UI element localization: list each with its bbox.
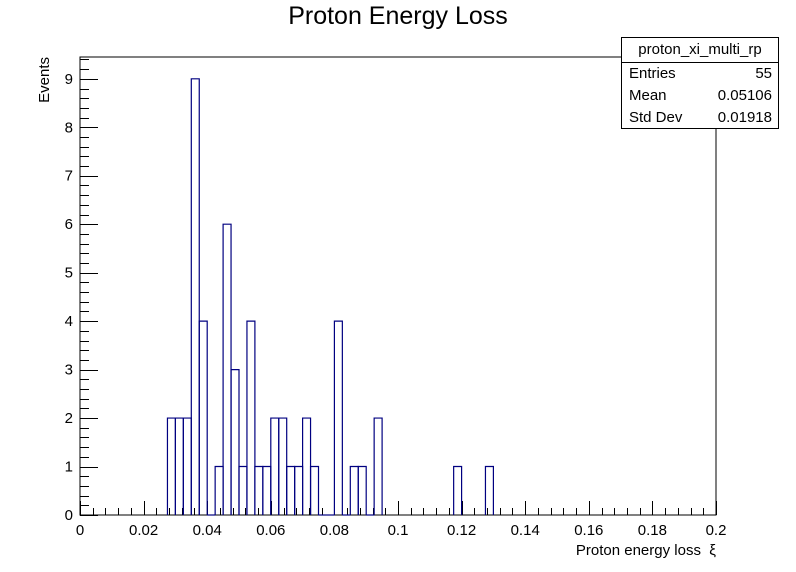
histogram-bin xyxy=(182,417,192,515)
histogram-bin xyxy=(166,417,176,515)
histogram-bin xyxy=(286,465,296,515)
x-tick-label: 0.14 xyxy=(511,522,540,539)
stats-std-value: 0.01918 xyxy=(717,109,772,126)
stats-std-row: Std Dev 0.01918 xyxy=(622,107,778,129)
histogram-bin xyxy=(238,465,248,515)
x-tick-label: 0 xyxy=(76,522,84,539)
histogram-bin xyxy=(214,465,224,515)
stats-box: proton_xi_multi_rp Entries 55 Mean 0.051… xyxy=(621,37,779,129)
x-tick-label: 0.02 xyxy=(129,522,158,539)
stats-entries-label: Entries xyxy=(629,65,676,82)
histogram-bin xyxy=(262,465,272,515)
histogram-bin xyxy=(453,465,463,515)
stats-mean-label: Mean xyxy=(629,87,667,104)
y-tick-label: 6 xyxy=(65,216,73,233)
histogram-bin xyxy=(230,369,240,515)
x-tick-label: 0.08 xyxy=(320,522,349,539)
histogram-bin xyxy=(174,417,184,515)
y-tick-label: 4 xyxy=(65,313,73,330)
x-tick-label: 0.18 xyxy=(638,522,667,539)
histogram-bin xyxy=(254,465,264,515)
x-tick-label: 0.06 xyxy=(256,522,285,539)
y-tick-label: 3 xyxy=(65,362,73,379)
x-axis-label: Proton energy loss ξ xyxy=(576,542,716,559)
x-tick-label: 0.12 xyxy=(447,522,476,539)
histogram-bin xyxy=(278,417,288,515)
stats-entries-value: 55 xyxy=(755,65,772,82)
histogram-bin xyxy=(302,417,312,515)
y-tick-label: 0 xyxy=(65,507,73,524)
stats-mean-row: Mean 0.05106 xyxy=(622,85,778,107)
histogram-bin xyxy=(222,223,232,515)
y-tick-label: 5 xyxy=(65,265,73,282)
histogram-bin xyxy=(198,320,208,515)
histogram-bin xyxy=(246,320,256,515)
stats-histogram-name: proton_xi_multi_rp xyxy=(622,38,778,63)
histogram-bin xyxy=(190,78,200,515)
y-axis-label: Events xyxy=(36,57,53,103)
stats-mean-value: 0.05106 xyxy=(717,87,772,104)
histogram-bin xyxy=(309,465,320,515)
y-tick-label: 7 xyxy=(65,168,73,185)
histogram-bin xyxy=(373,417,383,515)
y-tick-label: 1 xyxy=(65,459,73,476)
y-tick-label: 9 xyxy=(65,71,73,88)
x-tick-label: 0.16 xyxy=(574,522,603,539)
y-tick-label: 2 xyxy=(65,410,73,427)
histogram-bin xyxy=(357,465,367,515)
chart-title: Proton Energy Loss xyxy=(288,2,508,30)
y-tick-label: 8 xyxy=(65,119,73,136)
histogram-bin xyxy=(484,465,494,515)
stats-std-label: Std Dev xyxy=(629,109,683,126)
x-tick-label: 0.2 xyxy=(706,522,727,539)
histogram-bin xyxy=(294,465,304,515)
stats-entries-row: Entries 55 xyxy=(622,63,778,85)
x-tick-label: 0.1 xyxy=(388,522,409,539)
histogram-bin xyxy=(270,417,280,515)
histogram-bin xyxy=(349,465,359,515)
histogram-bin xyxy=(333,320,343,515)
x-tick-label: 0.04 xyxy=(193,522,222,539)
